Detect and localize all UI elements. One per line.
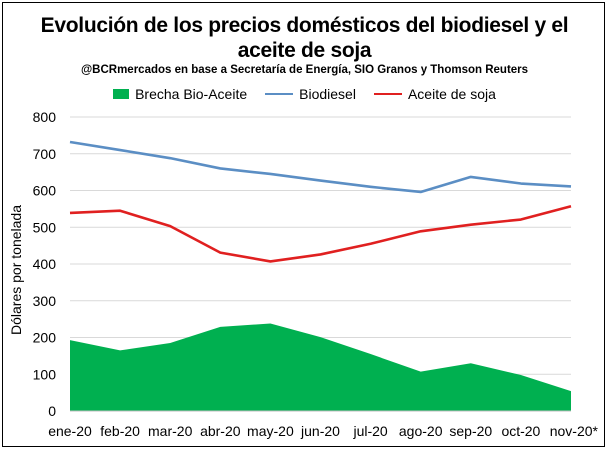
x-tick-label: may-20 xyxy=(247,423,294,439)
chart-title-line1: Evolución de los precios domésticos del … xyxy=(40,14,569,37)
series-line-biodiesel xyxy=(69,140,572,194)
x-tick-label: sep-20 xyxy=(449,423,492,439)
x-tick-label: oct-20 xyxy=(501,423,540,439)
y-tick-label: 100 xyxy=(33,366,57,382)
y-tick-label: 800 xyxy=(33,109,57,125)
x-tick-label: feb-20 xyxy=(100,423,140,439)
x-tick-label: jul-20 xyxy=(352,423,387,439)
legend-label-aceite: Aceite de soja xyxy=(407,86,496,102)
y-tick-label: 200 xyxy=(33,330,57,346)
legend-label-biodiesel: Biodiesel xyxy=(299,86,356,102)
y-tick-label: 500 xyxy=(33,219,57,235)
series-area-brecha xyxy=(70,323,571,411)
x-tick-label: jun-20 xyxy=(300,423,340,439)
y-tick-label: 400 xyxy=(33,256,57,272)
legend-item-biodiesel: Biodiesel xyxy=(265,86,356,102)
legend-item-aceite: Aceite de soja xyxy=(373,86,496,102)
legend-label-brecha: Brecha Bio-Aceite xyxy=(135,86,248,102)
x-tick-label: ene-20 xyxy=(48,423,92,439)
chart-subtitle: @BCRmercados en base a Secretaría de Ene… xyxy=(80,64,529,76)
x-tick-label: nov-20* xyxy=(550,423,599,439)
chart-title-line2: aceite de soja xyxy=(237,39,372,62)
y-tick-label: 600 xyxy=(33,183,57,199)
legend-swatch-biodiesel xyxy=(265,93,294,95)
x-tick-label: abr-20 xyxy=(200,423,241,439)
y-tick-label: 0 xyxy=(48,403,56,419)
x-tick-label: mar-20 xyxy=(148,423,193,439)
x-tick-label: ago-20 xyxy=(399,423,443,439)
legend-swatch-brecha xyxy=(113,89,130,99)
y-tick-label: 300 xyxy=(33,293,57,309)
legend-swatch-aceite xyxy=(373,93,402,95)
chart-legend: Brecha Bio-Aceite Biodiesel Aceite de so… xyxy=(0,86,609,102)
y-tick-label: 700 xyxy=(33,146,57,162)
legend-item-brecha: Brecha Bio-Aceite xyxy=(113,86,247,102)
series-line-aceite xyxy=(69,205,572,263)
